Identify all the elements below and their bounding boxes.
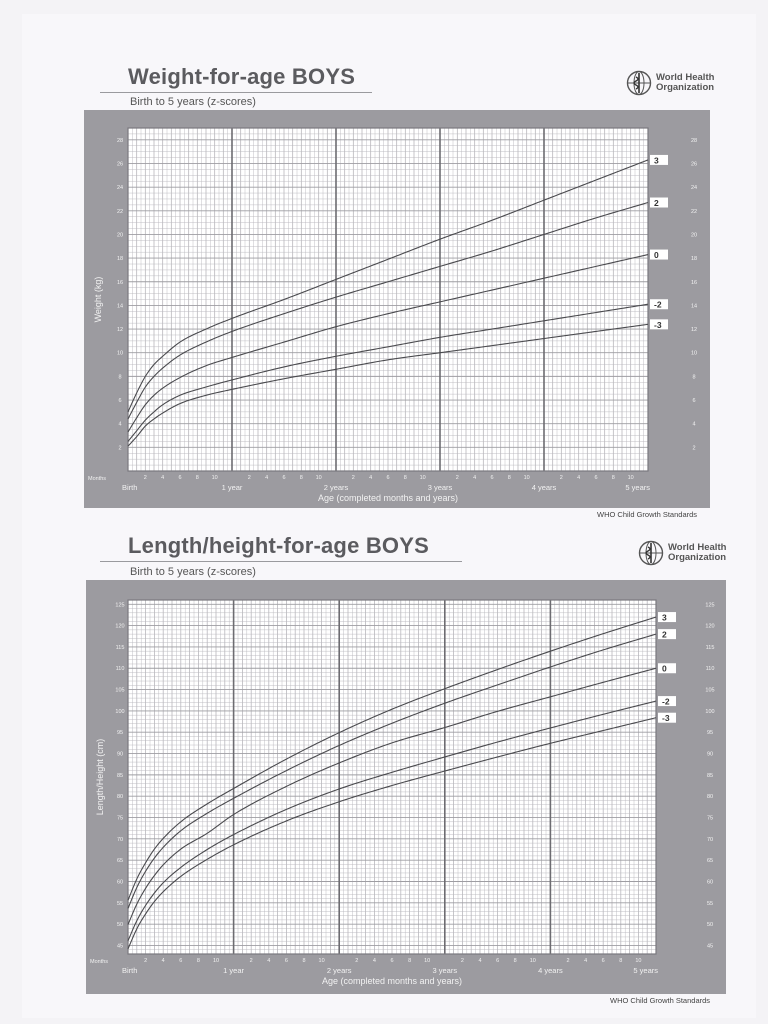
who-emblem-icon xyxy=(638,540,664,566)
y-tick-label-left: 6 xyxy=(118,398,121,404)
y-tick-label-right: 28 xyxy=(691,138,697,144)
who-emblem-icon xyxy=(626,70,652,96)
zscore-curve xyxy=(127,201,649,420)
who-name: World Health Organization xyxy=(656,73,714,93)
y-tick-label-right: 10 xyxy=(691,351,697,357)
chart1-title: Weight-for-age BOYS xyxy=(128,64,356,89)
x-minor-tick-label: 10 xyxy=(628,475,634,481)
x-minor-tick-label: 6 xyxy=(282,475,285,481)
x-minor-tick-label: 8 xyxy=(196,475,199,481)
zscore-label-bg xyxy=(650,299,668,310)
x-minor-tick-label: 8 xyxy=(612,475,615,481)
zscore-curve xyxy=(127,159,649,413)
zscore-label-bg xyxy=(650,249,668,260)
y-tick-label-right: 20 xyxy=(691,232,697,238)
x-minor-tick-label: 2 xyxy=(144,475,147,481)
zscore-curve xyxy=(127,254,649,433)
x-major-tick-label: 5 years xyxy=(625,483,650,492)
y-tick-label-left: 12 xyxy=(117,327,123,333)
x-minor-tick-label: 2 xyxy=(560,475,563,481)
x-minor-tick-label: 8 xyxy=(300,475,303,481)
x-minor-tick-label: 2 xyxy=(248,475,251,481)
x-minor-tick-label: 6 xyxy=(386,475,389,481)
chart2-title-rule xyxy=(100,561,462,562)
y-tick-label-right: 8 xyxy=(692,374,695,380)
chart2-footer: WHO Child Growth Standards xyxy=(610,996,711,1005)
zscore-label-bg xyxy=(650,197,668,208)
y-tick-label-left: 24 xyxy=(117,185,123,191)
y-axis-label: Weight (kg) xyxy=(93,277,103,323)
who-logo-2: World Health Organization xyxy=(638,540,726,566)
x-minor-tick-label: 8 xyxy=(404,475,407,481)
y-tick-label-left: 4 xyxy=(118,422,121,428)
who-name-line2: Organization xyxy=(668,552,727,563)
y-tick-label-left: 16 xyxy=(117,280,123,286)
x-minor-tick-label: 6 xyxy=(178,475,181,481)
x-minor-tick-label: 2 xyxy=(352,475,355,481)
zscore-curve xyxy=(127,303,649,442)
zscore-label: 2 xyxy=(654,198,659,208)
y-tick-label-left: 28 xyxy=(117,138,123,144)
x-minor-tick-label: 10 xyxy=(212,475,218,481)
who-logo-1: World Health Organization xyxy=(626,70,714,96)
months-label: Months xyxy=(88,476,106,482)
x-minor-tick-label: 4 xyxy=(161,475,164,481)
x-minor-tick-label: 10 xyxy=(420,475,426,481)
y-tick-label-right: 6 xyxy=(692,398,695,404)
y-tick-label-right: 14 xyxy=(691,303,697,309)
y-tick-label-left: 22 xyxy=(117,209,123,215)
chart1-title-rule xyxy=(100,92,372,93)
x-minor-tick-label: 10 xyxy=(316,475,322,481)
y-tick-label-right: 4 xyxy=(692,422,695,428)
x-minor-tick-label: 4 xyxy=(369,475,372,481)
y-tick-label-left: 18 xyxy=(117,256,123,262)
y-tick-label-right: 2 xyxy=(692,445,695,451)
x-minor-tick-label: 6 xyxy=(490,475,493,481)
x-major-tick-label: 2 years xyxy=(324,483,349,492)
x-minor-tick-label: 4 xyxy=(473,475,476,481)
y-tick-label-right: 12 xyxy=(691,327,697,333)
x-major-tick-label: 4 years xyxy=(532,483,557,492)
y-tick-label-left: 14 xyxy=(117,303,123,309)
y-tick-label-right: 16 xyxy=(691,280,697,286)
zscore-label: 0 xyxy=(654,250,659,260)
y-tick-label-right: 18 xyxy=(691,256,697,262)
who-name-line1: World Health xyxy=(656,72,715,83)
x-axis-label: Age (completed months and years) xyxy=(318,493,458,503)
zscore-label: 3 xyxy=(654,155,659,165)
zscore-label-bg xyxy=(650,154,668,165)
x-major-tick-label: Birth xyxy=(122,483,137,492)
y-tick-label-right: 26 xyxy=(691,161,697,167)
x-minor-tick-label: 4 xyxy=(577,475,580,481)
y-tick-label-right: 22 xyxy=(691,209,697,215)
who-name-line1: World Health xyxy=(668,542,727,553)
y-tick-label-left: 2 xyxy=(118,445,121,451)
zscore-label: -2 xyxy=(654,300,662,310)
chart1-footer: WHO Child Growth Standards xyxy=(597,510,698,519)
x-minor-tick-label: 8 xyxy=(508,475,511,481)
who-name: World Health Organization xyxy=(668,543,726,563)
zscore-label: -3 xyxy=(654,320,662,330)
plot-border xyxy=(127,127,649,472)
x-major-tick-label: 1 year xyxy=(222,483,243,492)
y-tick-label-left: 8 xyxy=(118,374,121,380)
chart1-subtitle: Birth to 5 years (z-scores) xyxy=(130,96,256,108)
zscore-label-bg xyxy=(650,319,668,330)
x-minor-tick-label: 2 xyxy=(456,475,459,481)
y-tick-label-right: 24 xyxy=(691,185,697,191)
y-tick-label-left: 10 xyxy=(117,351,123,357)
x-minor-tick-label: 10 xyxy=(524,475,530,481)
x-major-tick-label: 3 years xyxy=(428,483,453,492)
who-name-line2: Organization xyxy=(656,82,715,93)
zscore-curve xyxy=(127,323,649,447)
chart2-title: Length/height-for-age BOYS xyxy=(128,533,429,558)
x-minor-tick-label: 4 xyxy=(265,475,268,481)
y-tick-label-left: 20 xyxy=(117,232,123,238)
y-tick-label-left: 26 xyxy=(117,161,123,167)
chart2-subtitle: Birth to 5 years (z-scores) xyxy=(130,566,256,578)
x-minor-tick-label: 6 xyxy=(594,475,597,481)
